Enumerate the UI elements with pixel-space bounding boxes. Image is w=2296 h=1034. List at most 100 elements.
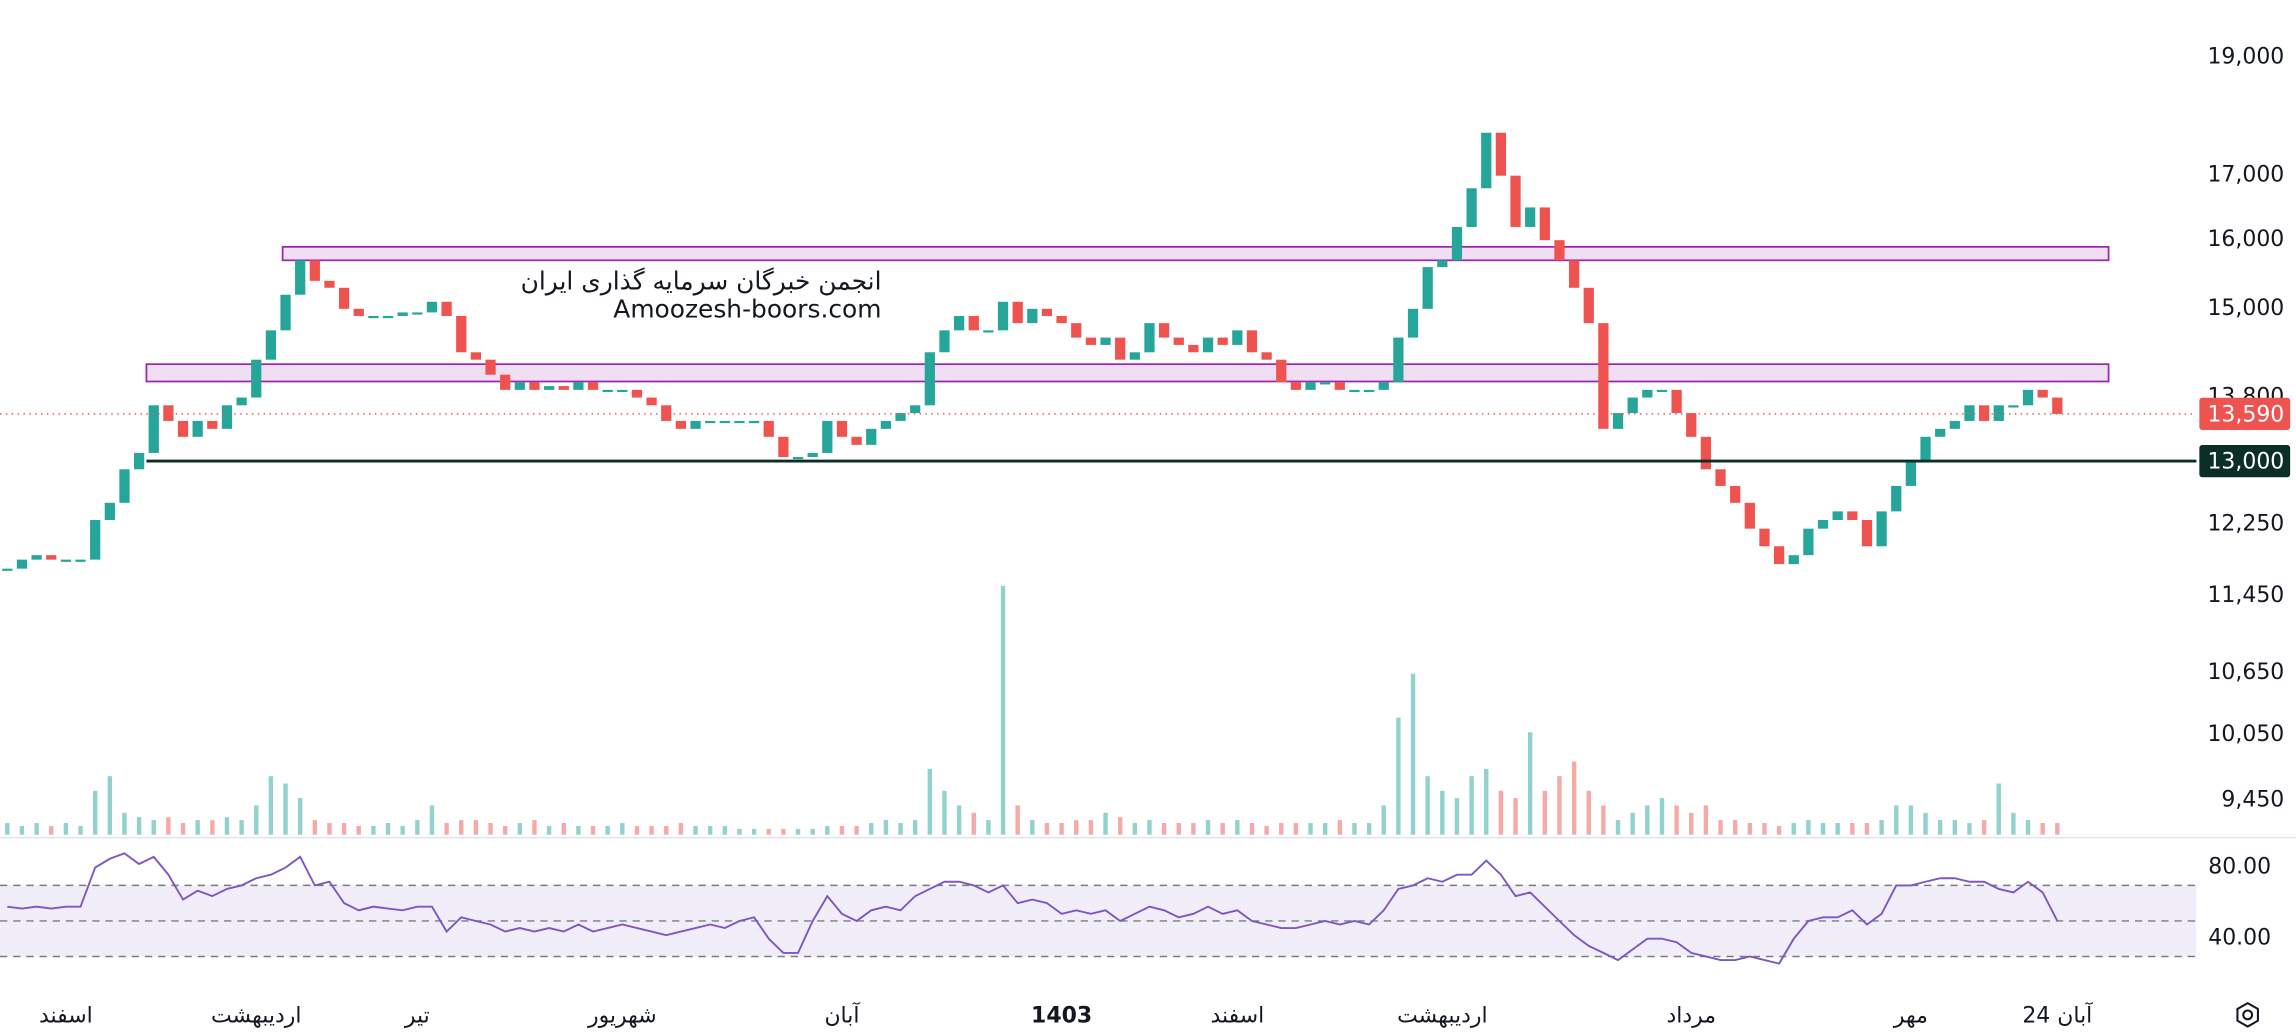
volume-bar bbox=[502, 825, 508, 835]
volume-bar bbox=[1850, 823, 1855, 835]
volume-bar bbox=[605, 825, 610, 835]
settings-dot[interactable] bbox=[2242, 1009, 2254, 1021]
candle bbox=[792, 457, 804, 460]
candle bbox=[397, 312, 408, 316]
candle bbox=[924, 352, 935, 406]
candle bbox=[661, 405, 672, 421]
candle bbox=[1715, 469, 1726, 486]
candle bbox=[470, 352, 482, 360]
volume-bar bbox=[971, 812, 976, 835]
x-tick-label: اردیبهشت bbox=[1397, 1003, 1487, 1028]
volume-bar bbox=[532, 820, 537, 835]
candle bbox=[353, 308, 364, 316]
candle bbox=[1788, 555, 1799, 565]
candle bbox=[2008, 405, 2019, 408]
volume-bar bbox=[1308, 823, 1313, 835]
volume-bar bbox=[444, 823, 449, 835]
y-tick-label: 10,650 bbox=[2207, 660, 2284, 685]
candle bbox=[207, 420, 218, 429]
volume-bar bbox=[1220, 823, 1225, 835]
volume-bar bbox=[1747, 823, 1753, 835]
candle bbox=[295, 260, 306, 295]
volume-bar bbox=[1908, 805, 1914, 835]
volume-bar bbox=[927, 768, 933, 835]
volume-bar bbox=[869, 823, 874, 835]
candle bbox=[119, 469, 130, 503]
volume-bar bbox=[151, 820, 156, 835]
volume-bar bbox=[1557, 776, 1562, 835]
candle bbox=[2, 568, 13, 571]
y-tick-label: 10,050 bbox=[2207, 722, 2284, 747]
candle bbox=[1451, 226, 1463, 261]
settings-hexagon[interactable] bbox=[2236, 1001, 2259, 1028]
x-tick-label: مهر bbox=[1893, 1003, 1928, 1028]
candle bbox=[1041, 308, 1053, 316]
settings-icon[interactable] bbox=[2236, 1001, 2259, 1028]
candle bbox=[2052, 397, 2063, 414]
volume-bar bbox=[1015, 805, 1020, 835]
volume-bar bbox=[1776, 825, 1782, 835]
candle bbox=[280, 294, 291, 331]
candle bbox=[822, 420, 833, 453]
y-tick-label: 16,000 bbox=[2207, 227, 2284, 252]
volume-bar bbox=[1571, 761, 1577, 835]
candle bbox=[558, 386, 569, 390]
support-label: 13,000 bbox=[2207, 450, 2284, 475]
candle bbox=[251, 359, 262, 398]
candle bbox=[1305, 382, 1316, 390]
candle bbox=[1993, 405, 2004, 421]
candle bbox=[1656, 389, 1668, 393]
volume-bar bbox=[649, 825, 654, 835]
rsi-line bbox=[7, 852, 2059, 965]
candle bbox=[1100, 337, 1111, 345]
volume-bar bbox=[781, 828, 786, 835]
volume-bar bbox=[2011, 812, 2016, 835]
x-tick-label: 24 آبان bbox=[2022, 1001, 2093, 1028]
candle bbox=[1437, 260, 1448, 268]
volume-bar bbox=[693, 825, 698, 835]
volume-bar bbox=[839, 825, 845, 835]
volume-bar bbox=[2025, 820, 2031, 835]
candle bbox=[1832, 511, 1843, 520]
volume-bar bbox=[239, 820, 244, 835]
volume-bar bbox=[883, 820, 889, 835]
candle bbox=[851, 436, 862, 445]
volume-bar bbox=[1176, 823, 1181, 835]
candle bbox=[646, 397, 657, 406]
volume-bar bbox=[898, 823, 903, 835]
candle bbox=[1671, 389, 1682, 414]
candle bbox=[1554, 240, 1565, 261]
candle bbox=[1847, 511, 1858, 520]
volume-bar bbox=[92, 790, 98, 835]
candle bbox=[1539, 207, 1550, 241]
candle bbox=[880, 420, 892, 429]
volume-bar bbox=[1396, 717, 1401, 835]
candle bbox=[573, 382, 584, 390]
volume-bar bbox=[1132, 823, 1138, 835]
candle bbox=[46, 555, 57, 560]
volume-bar bbox=[1835, 823, 1840, 835]
volume-bar bbox=[210, 820, 215, 835]
last-price-label: 13,590 bbox=[2207, 402, 2284, 427]
volume-bar bbox=[1381, 805, 1386, 835]
candle bbox=[675, 420, 687, 429]
candle bbox=[778, 436, 789, 458]
volume-bar bbox=[942, 790, 947, 835]
y-tick-label: 15,000 bbox=[2207, 296, 2284, 321]
x-tick-label: اردیبهشت bbox=[211, 1003, 301, 1028]
volume-bar bbox=[1030, 820, 1035, 835]
candle bbox=[1627, 397, 1638, 414]
candle bbox=[1261, 352, 1272, 360]
candle bbox=[1510, 175, 1521, 227]
volume-bar bbox=[825, 825, 830, 835]
x-tick-label: 1403 bbox=[1031, 1003, 1092, 1028]
candle bbox=[763, 420, 774, 437]
volume-bar bbox=[1484, 768, 1489, 835]
candle bbox=[1378, 382, 1389, 390]
volume-bar bbox=[1293, 823, 1299, 835]
candle bbox=[1817, 519, 1829, 529]
candle bbox=[1158, 323, 1170, 338]
volume-bar bbox=[415, 820, 420, 835]
candle bbox=[705, 420, 716, 424]
